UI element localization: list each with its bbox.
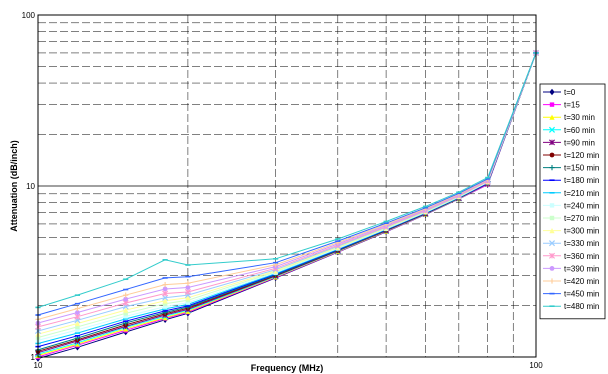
legend-entry-label: t=120 min	[564, 151, 599, 160]
series-line	[37, 52, 537, 324]
y-axis-title: Attenuation (dB/inch)	[9, 140, 19, 232]
data-point	[74, 341, 81, 347]
legend-entry-label: t=210 min	[564, 189, 599, 198]
x-tick-label: 10	[34, 361, 43, 370]
legend-entry-label: t=270 min	[564, 214, 599, 223]
legend-entry-label: t=480 min	[564, 302, 599, 311]
data-point	[74, 313, 81, 320]
data-point	[185, 280, 191, 286]
data-point	[123, 292, 129, 298]
data-point	[74, 320, 81, 327]
series-line	[37, 52, 537, 308]
legend-entry-label: t=300 min	[564, 227, 599, 236]
x-axis-title: Frequency (MHz)	[251, 363, 324, 373]
legend: t=0 t=15 t=30 min t=60 min t=90 min t=120 min…	[539, 83, 606, 320]
series-group	[34, 49, 540, 362]
legend-entry-label: t=330 min	[564, 239, 599, 248]
data-point	[162, 304, 168, 309]
series-t-15	[35, 50, 539, 360]
legend-entry-label: t=60 min	[564, 126, 595, 135]
data-point	[162, 290, 169, 297]
data-point	[549, 102, 555, 107]
data-point	[75, 310, 80, 315]
data-point	[549, 203, 555, 208]
legend-entry-label: t=240 min	[564, 201, 599, 210]
series-t-210-min	[35, 52, 539, 345]
series-t-30-min	[35, 50, 539, 359]
data-point	[548, 126, 556, 133]
data-point	[162, 282, 168, 288]
series-t-180-min	[35, 52, 539, 348]
legend-entry-label: t=0	[564, 88, 576, 97]
y-tick-label: 1	[31, 353, 36, 362]
data-point	[548, 240, 556, 247]
data-point	[123, 311, 128, 316]
y-tick-label: 10	[26, 182, 35, 191]
data-point	[184, 288, 191, 295]
data-point	[75, 327, 80, 333]
series-t-450-min	[35, 52, 539, 316]
legend-entry-label: t=90 min	[564, 138, 595, 147]
plot-area-frame	[37, 14, 537, 358]
data-point	[549, 165, 555, 171]
data-point	[123, 307, 129, 313]
legend-box	[539, 83, 606, 320]
series-line	[37, 52, 537, 358]
series-line	[37, 52, 537, 328]
legend-entry-label: t=30 min	[564, 113, 595, 122]
data-point	[185, 285, 191, 290]
data-point	[123, 296, 129, 302]
data-point	[549, 88, 555, 96]
data-point	[162, 298, 168, 304]
data-point	[185, 300, 191, 305]
data-point	[549, 152, 555, 158]
data-point	[549, 228, 555, 234]
data-point	[549, 139, 555, 146]
series-t-480-min	[35, 52, 539, 309]
grid	[38, 15, 536, 357]
legend-entry-label: t=420 min	[564, 277, 599, 286]
y-tick-label: 100	[22, 11, 36, 20]
data-point	[75, 324, 80, 330]
data-point	[549, 215, 555, 221]
data-point	[185, 295, 191, 301]
legend-entry-label: t=450 min	[564, 290, 599, 299]
series-t-120-min	[35, 50, 539, 354]
legend-entry-label: t=150 min	[564, 164, 599, 173]
series-t-0	[35, 49, 539, 362]
legend-entry-label: t=180 min	[564, 176, 599, 185]
x-tick-label: 100	[529, 361, 543, 370]
data-point	[549, 114, 555, 120]
series-line	[37, 52, 537, 355]
data-point	[549, 266, 555, 271]
data-point	[549, 252, 555, 259]
legend-entry-label: t=15	[564, 101, 580, 110]
series-line	[37, 52, 537, 359]
data-point	[549, 278, 555, 284]
data-point	[162, 301, 168, 306]
legend-entry-label: t=360 min	[564, 252, 599, 261]
series-t-270-min	[35, 50, 539, 340]
data-point	[123, 314, 128, 319]
legend-entry-label: t=390 min	[564, 264, 599, 273]
data-point	[74, 305, 81, 312]
data-point	[162, 286, 168, 292]
series-line	[37, 52, 537, 316]
series-line	[37, 52, 537, 320]
